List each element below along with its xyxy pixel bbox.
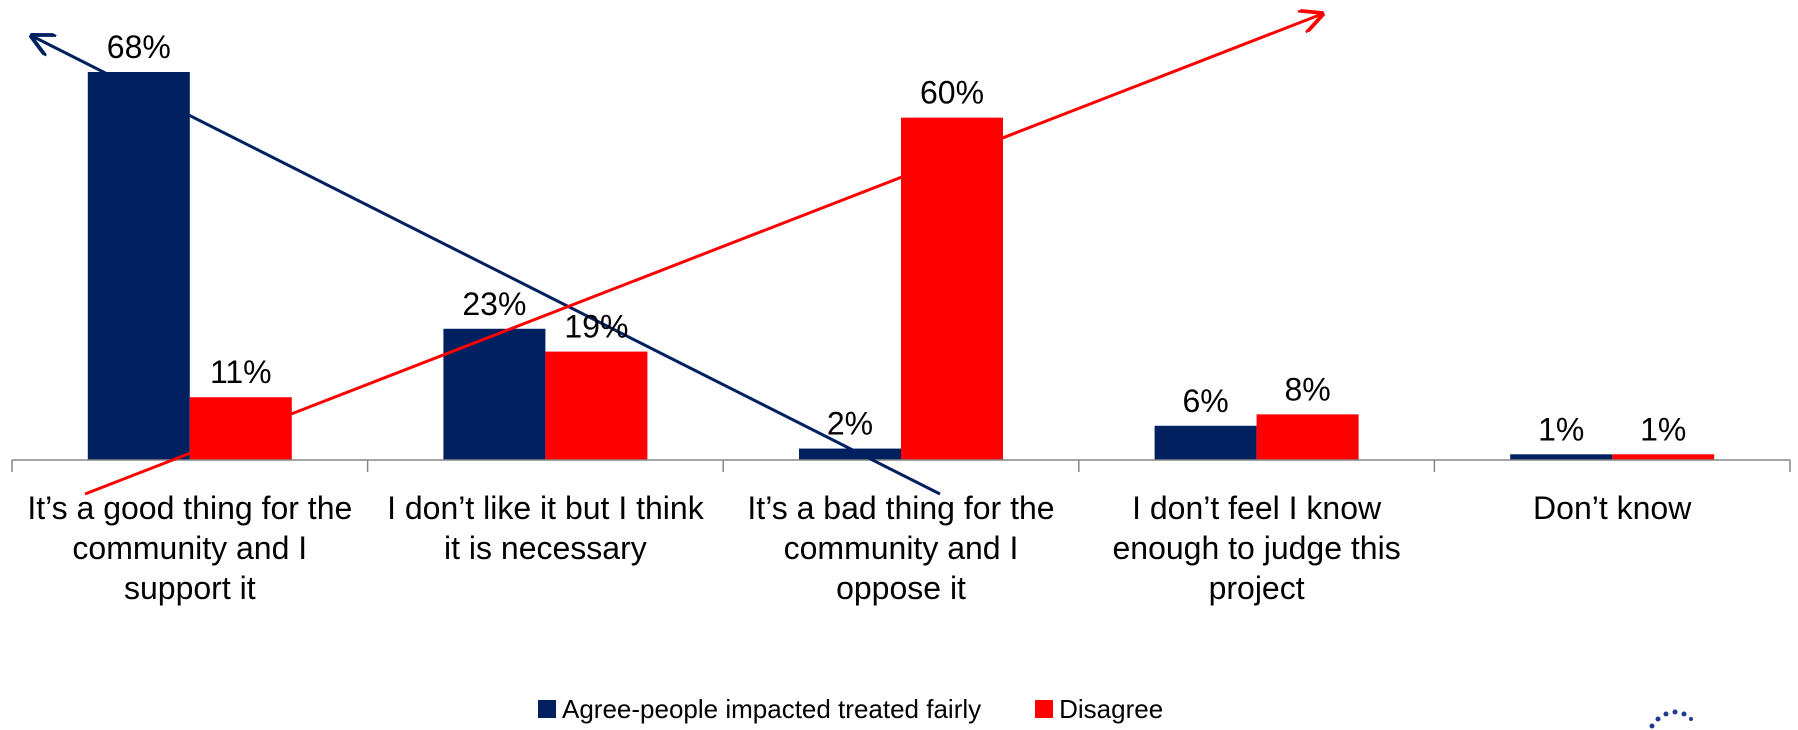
data-label-agree-2: 23% [462,286,526,322]
legend-item-agree: Agree-people impacted treated fairly [538,694,981,725]
data-label-disagree-5: 1% [1640,411,1686,447]
data-label-agree-3: 2% [827,406,873,442]
bar-agree-3 [799,448,901,460]
bar-agree-1 [87,72,190,460]
bar-disagree-3 [901,117,1003,460]
bar-disagree-4 [1256,414,1359,460]
bar-chart: 68% 23% 2% 6% 1% 11% 19% 60% 8% 1% [11,0,1791,496]
category-label-3: It’s a bad thing for the community and I… [747,490,1055,606]
legend-item-disagree: Disagree [1035,694,1163,725]
category-label-5: Don’t know [1533,490,1692,526]
legend-label-agree: Agree-people impacted treated fairly [562,693,982,724]
bar-agree-2 [443,328,546,460]
trend-arrow-disagree [84,14,1322,496]
data-label-disagree-4: 8% [1284,371,1330,407]
data-label-disagree-1: 11% [210,354,272,390]
category-label-4: I don’t feel I know enough to judge this… [1112,490,1401,606]
legend-label-disagree: Disagree [1059,693,1164,724]
data-label-disagree-3: 60% [920,75,984,111]
legend-swatch-disagree [1035,700,1054,718]
bar-agree-5 [1510,454,1613,460]
legend: Agree-people impacted treated fairly Dis… [538,688,1217,730]
bar-disagree-5 [1612,454,1715,460]
trend-arrow-agree [32,36,941,496]
data-label-agree-1: 68% [107,29,171,65]
category-label-1: It’s a good thing for the community and … [27,490,353,606]
bar-agree-4 [1154,425,1257,460]
bar-disagree-2 [545,351,648,460]
dots-arc-logo-icon [1649,709,1693,729]
data-label-agree-5: 1% [1538,411,1584,447]
data-label-agree-4: 6% [1182,383,1228,419]
data-label-disagree-2: 19% [564,309,628,345]
category-label-2: I don’t like it but I think it is necess… [387,490,704,566]
legend-swatch-agree [538,700,556,718]
bar-disagree-1 [189,397,292,460]
